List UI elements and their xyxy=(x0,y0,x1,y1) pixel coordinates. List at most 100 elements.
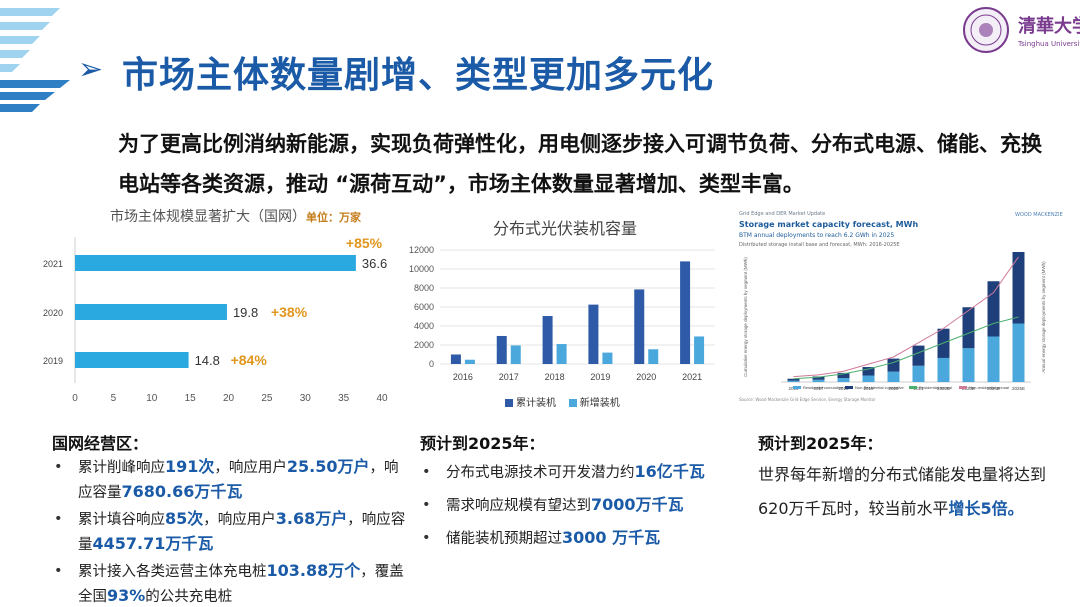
chart2-y-tick: 12000 xyxy=(409,245,434,255)
col1-item: 累计填谷响应85次，响应用户3.68万户，响应容量4457.71万千瓦 xyxy=(52,507,412,557)
chart3-legend-label: Residential cumulative xyxy=(803,385,844,390)
chart3-x-tick: 2024E xyxy=(987,386,1000,391)
chart2-x-tick: 2021 xyxy=(682,372,702,382)
chart3-legend-label: Non-Residential cumulative xyxy=(855,385,904,390)
chart1-bar xyxy=(75,352,189,368)
chart3-x-tick: 2019 xyxy=(863,386,874,391)
chart3-y-label-right: Annual energy storage deployments by seg… xyxy=(1041,261,1046,373)
chart3-x-tick: 2020 xyxy=(888,386,899,391)
chart3-bar-nonresidential xyxy=(787,378,800,381)
report-source: Source: Wood Mackenzie Grid Edge Service… xyxy=(739,397,876,402)
logo-english: Tsinghua University xyxy=(1018,40,1080,48)
chart3-bar-residential xyxy=(912,365,925,382)
chart3-bar-nonresidential xyxy=(987,281,1000,337)
chart2-bar xyxy=(510,345,521,364)
col1-heading: 国网经营区： xyxy=(52,434,149,453)
chart1-value-label: 14.8 xyxy=(195,353,220,368)
chart2-bar xyxy=(694,336,705,364)
chart2-bar xyxy=(450,354,461,364)
col1-item: 累计削峰响应191次，响应用户25.50万户，响应容量7680.66万千瓦 xyxy=(52,455,412,505)
chart1-x-tick: 25 xyxy=(261,393,273,404)
col2-item: 需求响应规模有望达到7000万千瓦 xyxy=(420,493,750,518)
legend-label-cumulative: 累计装机 xyxy=(516,398,556,409)
intro-paragraph: 为了更高比例消纳新能源，实现负荷弹性化，用电侧逐步接入可调节负荷、分布式电源、储… xyxy=(118,132,1042,196)
chart1-bar xyxy=(75,304,227,320)
chart3-bar-residential xyxy=(787,380,800,382)
report-brand: WOOD MACKENZIE xyxy=(1015,212,1063,218)
storage-forecast-figure: Grid Edge and DER Market Update WOOD MAC… xyxy=(733,208,1063,408)
chart1-title: 市场主体规模显著扩大（国网）单位：万家 xyxy=(110,206,361,226)
title-arrow-icon: ➢ xyxy=(78,52,104,87)
chart1-x-tick: 30 xyxy=(300,393,312,404)
chart3-x-tick: 2017 xyxy=(813,386,824,391)
chart2-bar xyxy=(602,352,613,364)
chart3-x-tick: 2025E xyxy=(1012,386,1025,391)
chart3-bar-nonresidential xyxy=(912,345,925,366)
chart2-bar xyxy=(680,261,691,364)
chart3-bar-nonresidential xyxy=(1012,252,1025,324)
chart2-y-tick: 6000 xyxy=(414,302,434,312)
chart3-bar-residential xyxy=(862,375,875,382)
col2-item: 分布式电源技术可开发潜力约16亿千瓦 xyxy=(420,460,750,485)
col3-heading: 预计到2025年： xyxy=(758,434,883,453)
chart2-y-tick: 0 xyxy=(429,359,434,369)
chart3-bar-residential xyxy=(1012,323,1025,382)
chart1-x-tick: 5 xyxy=(111,393,117,404)
page-title: 市场主体数量剧增、类型更加多元化 xyxy=(122,55,715,96)
chart2-bar xyxy=(464,359,475,364)
col2-heading: 预计到2025年： xyxy=(420,434,545,453)
col1-item: 累计接入各类运营主体充电桩103.88万个，覆盖全国93%的公共充电桩 xyxy=(52,559,412,607)
chart2-title: 分布式光伏装机容量 xyxy=(493,219,638,238)
tsinghua-logo xyxy=(963,7,1009,53)
chart1-category-label: 2019 xyxy=(43,356,63,366)
chart1-title-text: 市场主体规模显著扩大（国网） xyxy=(110,209,306,225)
chart2-x-tick: 2017 xyxy=(499,372,519,382)
report-header: Grid Edge and DER Market Update xyxy=(739,211,826,217)
chart3-storage-bar: Cumulative energy storage deployments by… xyxy=(743,252,1046,391)
col3-paragraph: 世界每年新增的分布式储能发电量将达到620万千瓦时，较当前水平增长5倍。 xyxy=(758,465,1047,518)
logo-name: 清華大学 xyxy=(1018,16,1080,37)
chart3-x-tick: 2022E xyxy=(937,386,950,391)
chart1-value-label: 19.8 xyxy=(233,305,258,320)
chart3-bar-nonresidential xyxy=(962,307,975,349)
chart3-bar-residential xyxy=(837,378,850,382)
legend-label-new: 新增装机 xyxy=(579,398,620,409)
chart1-x-tick: 15 xyxy=(185,393,197,404)
chart3-bar-nonresidential xyxy=(812,376,825,380)
chart3-y-label-left: Cumulative energy storage deployments by… xyxy=(743,257,748,377)
chart3-legend-swatch xyxy=(959,386,967,389)
chart1-growth-label: +38% xyxy=(271,304,308,320)
chart1-x-tick: 10 xyxy=(146,393,158,404)
chart3-bar-residential xyxy=(962,348,975,382)
chart1-bar xyxy=(75,255,356,271)
chart1-x-tick: 20 xyxy=(223,393,235,404)
chart2-x-tick: 2019 xyxy=(590,372,610,382)
decorative-stripes xyxy=(0,8,70,112)
chart1-x-tick: 0 xyxy=(72,393,78,404)
chart1-unit: 单位：万家 xyxy=(306,211,361,224)
chart2-pv-bar: 0 2000 4000 6000 8000 10000 12000 2016 2017 2018 2… xyxy=(409,245,715,382)
chart2-bar xyxy=(634,289,645,364)
chart3-bar-nonresidential xyxy=(837,372,850,379)
chart2-y-tick: 4000 xyxy=(414,321,434,331)
col2-item: 储能装机预期超过3000 万千瓦 xyxy=(420,526,750,551)
chart2-legend: 累计装机 新增装机 xyxy=(505,394,620,409)
chart1-value-label: 36.6 xyxy=(362,256,387,271)
chart1-x-tick: 40 xyxy=(376,393,388,404)
chart3-bar-residential xyxy=(812,379,825,382)
chart1-category-label: 2021 xyxy=(43,259,63,269)
chart2-bar xyxy=(588,304,599,364)
chart2-x-tick: 2018 xyxy=(545,372,565,382)
report-title: Storage market capacity forecast, MWh xyxy=(739,220,919,229)
chart2-y-tick: 10000 xyxy=(409,264,434,274)
chart3-legend-swatch xyxy=(909,386,917,389)
chart1-growth-label: +85% xyxy=(346,235,383,251)
chart2-y-tick: 8000 xyxy=(414,283,434,293)
chart3-bar-residential xyxy=(937,357,950,382)
chart3-bar-residential xyxy=(887,371,900,382)
chart2-bar xyxy=(542,316,553,364)
chart2-x-tick: 2020 xyxy=(636,372,656,382)
legend-swatch-new xyxy=(568,399,577,407)
col1-list: 累计削峰响应191次，响应用户25.50万户，响应容量7680.66万千瓦 累计… xyxy=(52,455,412,607)
chart3-bar-nonresidential xyxy=(862,367,875,376)
